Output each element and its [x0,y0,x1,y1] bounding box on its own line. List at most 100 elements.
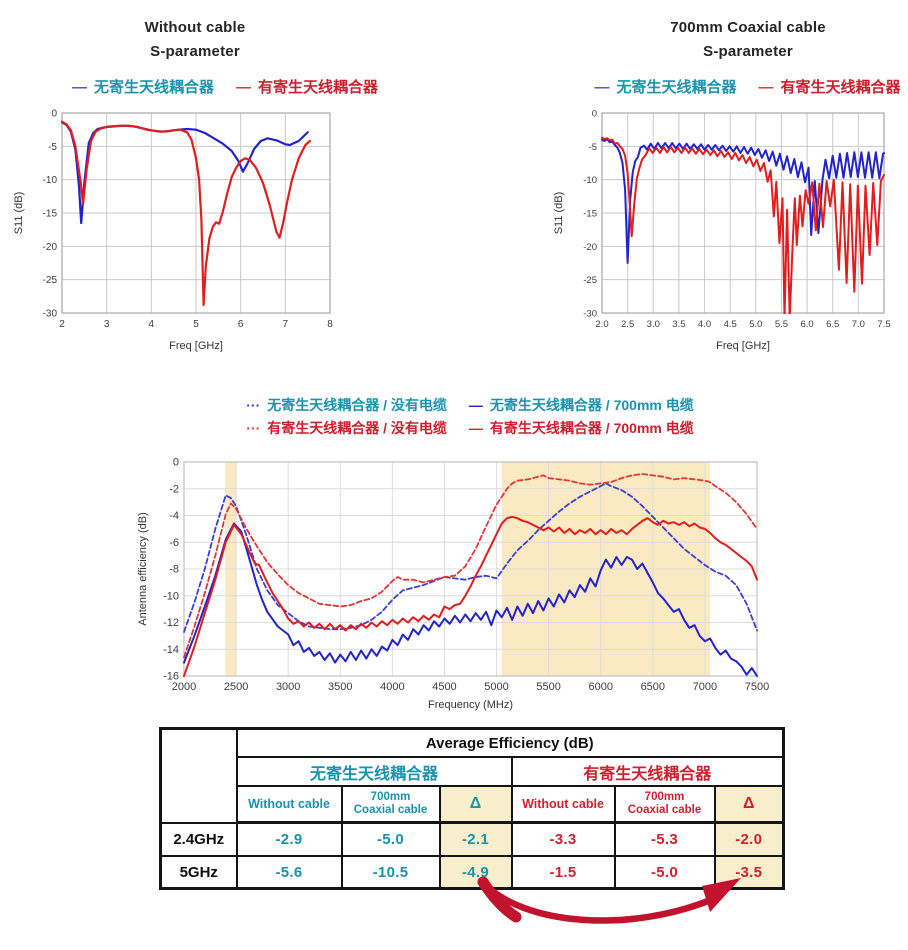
value-cell: -5.0 [613,855,716,890]
legend-item: — 有寄生天线耦合器 [236,79,378,96]
svg-text:3.0: 3.0 [647,319,660,330]
value-cell: -5.0 [340,821,441,857]
group-header-with-parasitic: 有寄生天线耦合器 [510,756,785,787]
svg-text:-15: -15 [43,209,58,220]
svg-text:-10: -10 [43,175,58,186]
legend-label: 无寄生天线耦合器 [616,79,737,96]
svg-text:0: 0 [592,109,597,120]
legend-item: — 无寄生天线耦合器 [72,79,214,96]
chart-title-700mm-cable: 700mm Coaxial cable S-parameter [568,16,908,64]
svg-text:-15: -15 [583,209,597,220]
series-无寄生天线耦合器 / 没有电缆 [183,482,758,633]
s11-chart-700mm-cable: 2.0 2.5 3.0 3.5 4.0 4.5 5.0 5.5 6.0 6.5 7.0 7.5 0 -5 -… [553,109,891,353]
svg-text:-10: -10 [163,590,179,602]
row-label: 2.4GHz [159,821,238,857]
legend-item: — 无寄生天线耦合器 / 700mm 电缆 [469,397,694,413]
svg-text:4000: 4000 [380,681,404,693]
svg-text:7.0: 7.0 [852,319,865,330]
svg-text:2.5: 2.5 [621,319,634,330]
svg-text:-25: -25 [583,275,597,286]
series-有寄生天线耦合器 / 700mm 电缆 [183,515,758,677]
col-header-700mm-cable: 700mm Coaxial cable [340,785,441,824]
series-有寄生天线耦合器 [601,136,885,314]
svg-text:3500: 3500 [328,681,352,693]
chart-title-line1: Without cable [144,19,246,36]
legend-s11-without-cable: — 无寄生天线耦合器 — 有寄生天线耦合器 [15,76,435,97]
table-corner-cell [159,727,238,824]
svg-text:6.5: 6.5 [826,319,839,330]
table-row-2-4ghz: 2.4GHz -2.9 -5.0 -2.1 -3.3 -5.3 -2.0 [159,821,785,857]
legend-label: 无寄生天线耦合器 [93,79,214,96]
svg-text:-8: -8 [169,564,179,576]
series-无寄生天线耦合器 / 700mm 电缆 [183,522,758,677]
chart-title-line1: 700mm Coaxial cable [670,19,826,36]
col-header-delta: Δ [438,785,513,824]
solid-line-marker-icon: — [758,79,774,96]
series-有寄生天线耦合器 / 没有电缆 [183,473,758,659]
antenna-efficiency-chart: 2000 2500 3000 3500 4000 4500 5000 5500 6000 6500… [137,457,769,712]
svg-text:-10: -10 [583,175,597,186]
col-header-delta: Δ [713,785,785,824]
legend-label: 有寄生天线耦合器 / 700mm 电缆 [489,420,694,436]
svg-text:0: 0 [173,457,179,469]
solid-line-marker-icon: — [71,79,87,96]
dotted-line-marker-icon: ··· [246,420,261,436]
col-header-700mm-cable: 700mm Coaxial cable [613,785,716,824]
svg-text:4500: 4500 [432,681,456,693]
delta-cell: -2.1 [438,821,513,857]
svg-text:3.5: 3.5 [672,319,685,330]
delta-comparison-arrow-icon [477,876,741,924]
svg-text:2: 2 [59,319,65,330]
value-cell: -5.6 [235,855,343,890]
svg-text:7500: 7500 [745,681,769,693]
chart-title-line2: S-parameter [150,43,240,60]
svg-text:5: 5 [193,319,199,330]
legend-label: 有寄生天线耦合器 / 没有电缆 [267,420,447,436]
legend-label: 有寄生天线耦合器 [780,79,901,96]
col-header-without-cable: Without cable [235,785,343,824]
svg-text:5000: 5000 [484,681,508,693]
value-cell: -5.3 [613,821,716,857]
svg-text:8: 8 [327,319,333,330]
solid-line-marker-icon: — [468,420,483,436]
svg-text:5500: 5500 [536,681,560,693]
solid-line-marker-icon: — [468,397,483,413]
svg-text:5.5: 5.5 [775,319,788,330]
legend-label: 有寄生天线耦合器 [258,79,379,96]
chart-title-without-cable: Without cable S-parameter [15,16,375,64]
svg-text:-5: -5 [589,142,597,153]
solid-line-marker-icon: — [236,79,251,96]
svg-text:7: 7 [283,319,289,330]
svg-text:4: 4 [149,319,155,330]
y-axis-label: Antenna efficiency (dB) [137,512,149,626]
average-efficiency-table: Average Efficiency (dB) 无寄生天线耦合器 有寄生天线耦合… [159,727,785,890]
svg-text:7000: 7000 [693,681,717,693]
legend-item: — 有寄生天线耦合器 [759,79,901,96]
legend-label: 无寄生天线耦合器 / 没有电缆 [267,397,447,413]
svg-text:-4: -4 [169,510,179,522]
svg-text:-14: -14 [163,644,179,656]
svg-text:6.0: 6.0 [800,319,813,330]
group-header-without-parasitic: 无寄生天线耦合器 [235,756,513,787]
delta-cell: -4.9 [438,855,513,890]
legend-item: — 无寄生天线耦合器 [594,79,736,96]
value-cell: -2.9 [235,821,343,857]
legend-s11-700mm-cable: — 无寄生天线耦合器 — 有寄生天线耦合器 [560,76,908,97]
svg-text:2.0: 2.0 [595,319,608,330]
svg-text:-12: -12 [163,617,179,629]
row-label: 5GHz [159,855,238,890]
svg-text:4.0: 4.0 [698,319,711,330]
svg-text:3: 3 [104,319,110,330]
svg-text:4.5: 4.5 [724,319,737,330]
svg-text:-16: -16 [163,671,179,683]
svg-text:-30: -30 [43,309,58,320]
x-axis-label: Frequency (MHz) [428,699,513,711]
svg-text:6500: 6500 [641,681,665,693]
svg-text:2000: 2000 [172,681,196,693]
value-cell: -10.5 [340,855,441,890]
value-cell: -3.3 [510,821,616,857]
svg-text:6: 6 [238,319,244,330]
table-title: Average Efficiency (dB) [235,727,785,758]
svg-text:-30: -30 [583,309,597,320]
